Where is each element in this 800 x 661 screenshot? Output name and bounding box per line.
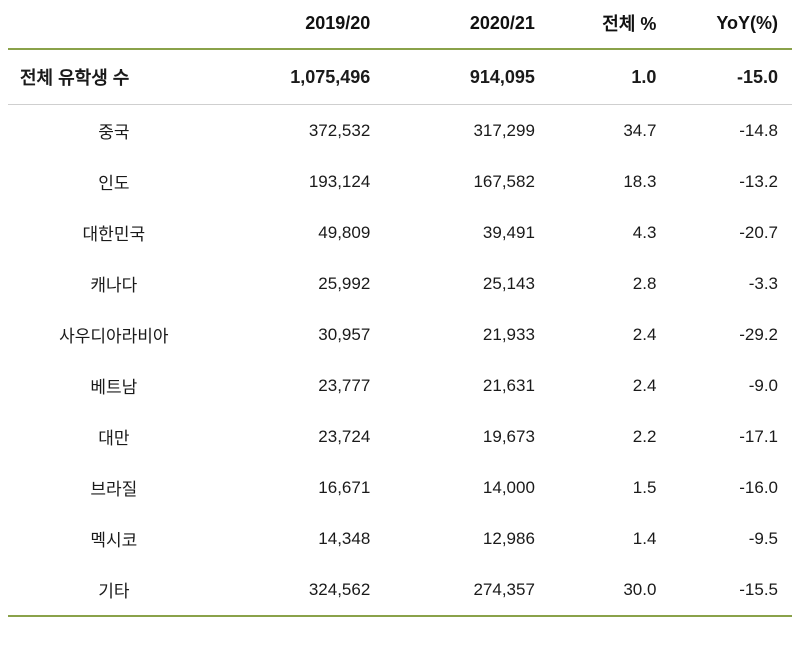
cell-share: 2.4 bbox=[632, 375, 657, 395]
row-label: 베트남 bbox=[90, 378, 138, 397]
cell-share: 4.3 bbox=[632, 222, 657, 242]
cell-2019-20: 372,532 bbox=[308, 120, 371, 140]
cell-share: 1.4 bbox=[632, 528, 657, 548]
cell-2020-21: 21,933 bbox=[482, 324, 535, 344]
table-body: 전체 유학생 수 1,075,496 914,095 1.0 -15.0 중국 … bbox=[8, 49, 792, 617]
table-row: 중국 372,532 317,299 34.7 -14.8 bbox=[8, 105, 792, 157]
column-header-share: 전체 % bbox=[548, 0, 671, 50]
cell-share: 30.0 bbox=[548, 564, 671, 617]
cell-2020-21: 12,986 bbox=[482, 528, 535, 548]
cell-yoy: -16.0 bbox=[739, 477, 778, 497]
table-row: 멕시코 14,348 12,986 1.4 -9.5 bbox=[8, 513, 792, 564]
cell-2020-21: 19,673 bbox=[482, 426, 535, 446]
cell-share: 2.8 bbox=[632, 273, 657, 293]
table-row: 브라질 16,671 14,000 1.5 -16.0 bbox=[8, 462, 792, 513]
cell-yoy: -13.2 bbox=[739, 171, 778, 191]
row-label: 중국 bbox=[98, 123, 130, 142]
cell-2019-20: 16,671 bbox=[318, 477, 371, 497]
row-label: 브라질 bbox=[90, 480, 138, 499]
table-row: 기타 324,562 274,357 30.0 -15.5 bbox=[8, 564, 792, 617]
cell-2020-21: 21,631 bbox=[482, 375, 535, 395]
cell-2019-20: 324,562 bbox=[219, 564, 385, 617]
row-label: 대만 bbox=[98, 429, 130, 448]
row-label: 멕시코 bbox=[90, 531, 138, 550]
cell-2020-21: 167,582 bbox=[473, 171, 535, 191]
table-row: 캐나다 25,992 25,143 2.8 -3.3 bbox=[8, 258, 792, 309]
cell-share: 2.2 bbox=[632, 426, 657, 446]
cell-share: 2.4 bbox=[632, 324, 657, 344]
cell-yoy: -17.1 bbox=[739, 426, 778, 446]
cell-2020-21: 914,095 bbox=[384, 49, 549, 105]
cell-yoy: -9.0 bbox=[748, 375, 778, 395]
cell-share: 18.3 bbox=[623, 171, 657, 191]
table-row: 인도 193,124 167,582 18.3 -13.2 bbox=[8, 156, 792, 207]
row-label: 사우디아라비아 bbox=[59, 327, 169, 346]
table-row-total: 전체 유학생 수 1,075,496 914,095 1.0 -15.0 bbox=[8, 49, 792, 105]
row-label: 대한민국 bbox=[82, 225, 146, 244]
cell-2020-21: 39,491 bbox=[482, 222, 535, 242]
cell-yoy: -14.8 bbox=[739, 120, 778, 140]
column-header-label bbox=[8, 0, 220, 50]
table-header: 2019/20 2020/21 전체 % YoY(%) bbox=[8, 0, 792, 50]
cell-yoy: -20.7 bbox=[739, 222, 778, 242]
cell-yoy: -29.2 bbox=[739, 324, 778, 344]
row-label: 캐나다 bbox=[90, 276, 138, 295]
cell-2019-20: 1,075,496 bbox=[219, 49, 385, 105]
cell-yoy: -15.5 bbox=[670, 564, 792, 617]
table-header-row: 2019/20 2020/21 전체 % YoY(%) bbox=[8, 0, 792, 50]
row-label: 인도 bbox=[98, 174, 130, 193]
column-header-2020-21: 2020/21 bbox=[384, 0, 549, 50]
cell-2019-20: 25,992 bbox=[318, 273, 371, 293]
column-header-yoy: YoY(%) bbox=[670, 0, 792, 50]
table-row: 대만 23,724 19,673 2.2 -17.1 bbox=[8, 411, 792, 462]
cell-2019-20: 30,957 bbox=[318, 324, 371, 344]
table-row: 베트남 23,777 21,631 2.4 -9.0 bbox=[8, 360, 792, 411]
cell-2020-21: 14,000 bbox=[482, 477, 535, 497]
cell-share: 1.5 bbox=[632, 477, 657, 497]
cell-2020-21: 25,143 bbox=[482, 273, 535, 293]
table-row: 대한민국 49,809 39,491 4.3 -20.7 bbox=[8, 207, 792, 258]
cell-2020-21: 274,357 bbox=[384, 564, 549, 617]
international-students-table: 2019/20 2020/21 전체 % YoY(%) 전체 유학생 수 1,0… bbox=[8, 0, 792, 617]
cell-2019-20: 23,777 bbox=[318, 375, 371, 395]
cell-yoy: -3.3 bbox=[748, 273, 778, 293]
cell-2020-21: 317,299 bbox=[473, 120, 535, 140]
cell-yoy: -9.5 bbox=[748, 528, 778, 548]
row-label: 전체 유학생 수 bbox=[8, 49, 220, 105]
cell-2019-20: 49,809 bbox=[318, 222, 371, 242]
column-header-2019-20: 2019/20 bbox=[219, 0, 385, 50]
cell-2019-20: 14,348 bbox=[318, 528, 371, 548]
cell-share: 34.7 bbox=[623, 120, 657, 140]
cell-2019-20: 23,724 bbox=[318, 426, 371, 446]
cell-yoy: -15.0 bbox=[670, 49, 792, 105]
cell-2019-20: 193,124 bbox=[308, 171, 371, 191]
table-row: 사우디아라비아 30,957 21,933 2.4 -29.2 bbox=[8, 309, 792, 360]
cell-share: 1.0 bbox=[548, 49, 671, 105]
row-label: 기타 bbox=[8, 564, 220, 617]
